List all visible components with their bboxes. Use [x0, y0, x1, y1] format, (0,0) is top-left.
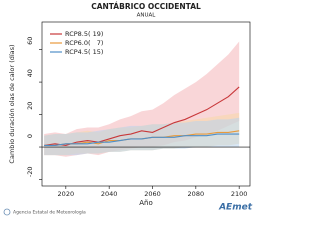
legend-label: RCP8.5: [65, 30, 88, 38]
y-tick-label: -20: [26, 167, 34, 178]
series-line: [44, 133, 240, 146]
footer-logo: AEmet: [218, 203, 253, 213]
x-axis-label: Año: [139, 199, 153, 207]
chart-subtitle: ANUAL: [137, 13, 157, 19]
x-tick-label: 2100: [231, 190, 248, 198]
chart-title: CANTÁBRICO OCCIDENTAL: [91, 2, 201, 11]
y-tick-label: 60: [26, 37, 34, 45]
x-tick-label: 2060: [144, 190, 161, 198]
legend-count: ( 7): [88, 39, 103, 47]
uncertainty-band: [44, 117, 240, 156]
y-tick-label: 20: [26, 102, 34, 110]
agency-icon: [3, 208, 11, 216]
x-tick-label: 2040: [101, 190, 118, 198]
legend-label: RCP6.0: [65, 39, 88, 47]
y-axis-label: Cambio duración olas de calor (días): [8, 44, 16, 163]
plot-frame: [41, 21, 251, 187]
legend-count: ( 15): [88, 48, 103, 56]
x-tick-label: 2080: [188, 190, 205, 198]
legend-label: RCP4.5: [65, 48, 88, 56]
footer-agency: Agencia Estatal de Meteorología: [13, 209, 86, 216]
y-tick-label: 40: [26, 69, 34, 77]
page: CANTÁBRICO OCCIDENTAL ANUAL Año Cambio d…: [3, 2, 253, 216]
legend-count: ( 19): [88, 30, 103, 38]
chart: CANTÁBRICO OCCIDENTAL ANUAL Año Cambio d…: [3, 2, 253, 216]
y-tick-label: 0: [26, 134, 34, 138]
legend: RCP8.5( 19)RCP6.0( 7)RCP4.5( 15): [50, 30, 103, 56]
series-line: [44, 86, 240, 146]
x-tick-label: 2020: [58, 190, 75, 198]
